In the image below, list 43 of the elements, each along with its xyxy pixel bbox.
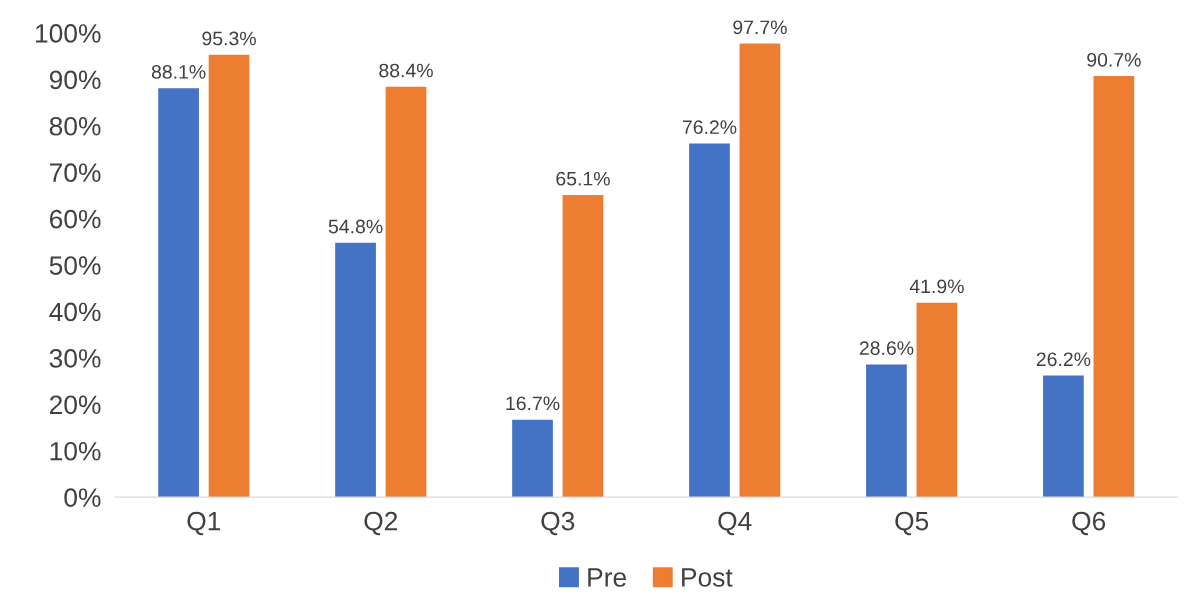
legend-label: Post <box>682 568 733 587</box>
data-label: 97.7% <box>733 20 787 35</box>
y-tick-label: 60% <box>49 209 101 229</box>
bar <box>562 194 604 498</box>
y-tick-label: 80% <box>49 116 101 136</box>
y-tick-label: 0% <box>64 488 101 507</box>
data-label: 65.1% <box>556 171 610 186</box>
bar <box>1093 76 1135 498</box>
data-label: 88.4% <box>379 63 433 78</box>
bar <box>916 302 958 498</box>
y-tick-label: 40% <box>49 302 101 322</box>
y-tick-label: 30% <box>49 349 101 368</box>
data-label: 54.8% <box>328 219 383 234</box>
bar <box>208 54 250 498</box>
data-label: 76.2% <box>682 120 737 135</box>
x-tick-label: Q4 <box>718 511 752 536</box>
y-tick-label: 70% <box>49 163 101 183</box>
data-label: 90.7% <box>1087 52 1141 67</box>
y-tick-label: 50% <box>49 256 101 275</box>
y-tick-label: 100% <box>35 24 101 43</box>
x-tick-label: Q6 <box>1072 511 1106 536</box>
bar <box>385 86 427 498</box>
data-label: 28.6% <box>859 341 914 355</box>
x-tick-label: Q5 <box>895 511 929 536</box>
legend-label: Pre <box>588 568 626 587</box>
bar <box>866 364 907 498</box>
data-label: 16.7% <box>506 396 560 411</box>
x-tick-label: Q1 <box>187 511 221 536</box>
data-label: 26.2% <box>1036 352 1091 367</box>
bar <box>335 242 376 498</box>
y-tick-label: 20% <box>49 395 101 415</box>
bar <box>1043 375 1084 498</box>
bar <box>158 88 199 498</box>
data-label: 95.3% <box>202 31 256 46</box>
bar <box>512 419 553 498</box>
data-label: 41.9% <box>909 279 964 294</box>
x-tick-label: Q2 <box>364 511 398 536</box>
bar <box>689 143 730 498</box>
data-label: 88.1% <box>151 65 206 79</box>
bar <box>739 43 781 498</box>
y-tick-label: 10% <box>50 441 101 461</box>
y-tick-label: 90% <box>49 70 101 90</box>
x-tick-label: Q3 <box>541 511 575 536</box>
